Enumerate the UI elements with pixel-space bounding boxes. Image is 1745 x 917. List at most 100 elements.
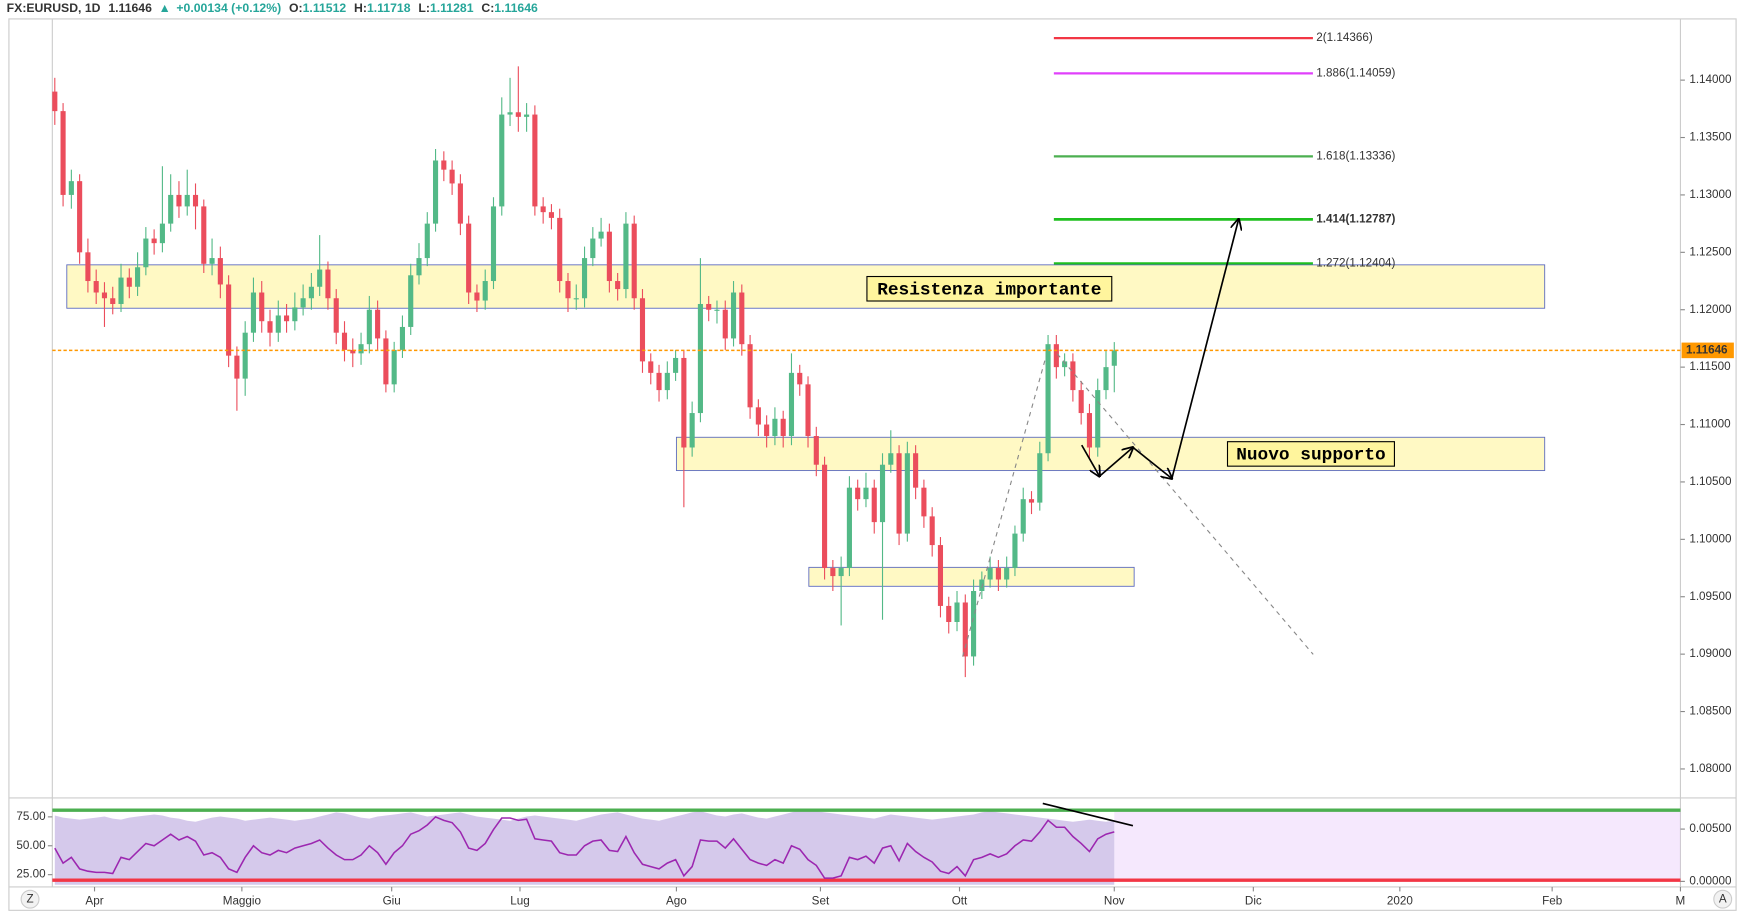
- arrow: [1080, 444, 1100, 476]
- candle-body: [557, 217, 563, 282]
- candle-body: [77, 181, 83, 253]
- x-tick-label: Ago: [666, 894, 687, 907]
- candle-body: [226, 284, 232, 356]
- candle-body: [391, 349, 397, 385]
- x-tick-label: Feb: [1542, 894, 1562, 907]
- candle-body: [383, 338, 389, 385]
- candles: [52, 66, 1681, 678]
- candle-body: [673, 357, 679, 373]
- candle-body: [813, 436, 819, 465]
- h-label: H:: [354, 1, 367, 15]
- candle-body: [474, 292, 480, 301]
- candle-body: [85, 252, 91, 282]
- candle-body: [871, 487, 877, 523]
- y-tick-label: 1.11000: [1689, 418, 1731, 431]
- toolbar-label[interactable]: A: [1719, 892, 1727, 905]
- candle-body: [499, 114, 505, 207]
- indicator-area: [54, 810, 1115, 885]
- candle-body: [697, 303, 703, 414]
- y-tick-label: 1.08000: [1689, 762, 1732, 775]
- toolbar-button[interactable]: [20, 889, 40, 909]
- c-label: C:: [481, 1, 494, 15]
- arrow: [1098, 447, 1133, 477]
- candle-body: [1037, 453, 1043, 503]
- candle-body: [937, 545, 944, 606]
- candle-body: [1095, 390, 1101, 448]
- candle-body: [855, 487, 861, 500]
- candle-body: [242, 332, 248, 379]
- candle-body: [524, 114, 530, 117]
- candle-body: [375, 309, 381, 339]
- candle-body: [118, 277, 124, 304]
- candle-body: [275, 315, 281, 333]
- candle-body: [449, 169, 455, 184]
- candle-body: [797, 372, 803, 385]
- candle-body: [987, 568, 993, 580]
- candle-body: [1053, 344, 1059, 368]
- rsi-background: [1114, 810, 1681, 881]
- candle-body: [201, 206, 207, 264]
- candle-body: [267, 321, 273, 333]
- header: FX:EURUSD, 1D 1.11646 ▲ +0.00134 (+0.12%…: [7, 1, 538, 15]
- o-value: 1.11512: [303, 1, 347, 15]
- x-tick-label: Nov: [1104, 894, 1125, 907]
- rsi-line: [54, 815, 1115, 879]
- candle-body: [93, 281, 99, 293]
- y-tick-label: 1.12500: [1689, 245, 1732, 258]
- y2-tick-label: 0.00500: [1689, 822, 1732, 835]
- candle-body: [308, 286, 314, 299]
- candle-body: [648, 361, 654, 373]
- y-tick-label: 1.09500: [1689, 590, 1732, 603]
- candle-body: [656, 372, 662, 391]
- h-value: 1.11718: [367, 1, 411, 15]
- candle-body: [979, 579, 985, 592]
- toolbar-label[interactable]: Z: [26, 892, 33, 905]
- candle-body: [1004, 568, 1010, 580]
- candle-body: [325, 269, 331, 299]
- trend-line: [962, 355, 1047, 657]
- rsi-tick-label: 50.00: [16, 839, 46, 852]
- candle-body: [706, 303, 712, 310]
- candle-body: [350, 349, 356, 354]
- y-tick-label: 1.09000: [1689, 647, 1732, 660]
- l-value: 1.11281: [430, 1, 474, 15]
- candle-body: [623, 223, 629, 290]
- candle-body: [755, 407, 761, 425]
- candle-body: [838, 568, 844, 577]
- candle-body: [399, 326, 406, 350]
- candle-body: [995, 568, 1001, 580]
- candle-body: [408, 275, 414, 327]
- toolbar-button[interactable]: [1713, 889, 1733, 909]
- rsi-tick-label: 25.00: [16, 868, 46, 881]
- candle-body: [60, 111, 66, 195]
- candle-body: [896, 453, 902, 534]
- candle-body: [68, 181, 74, 195]
- candle-body: [432, 160, 439, 224]
- candle-body: [1012, 533, 1018, 569]
- l-label: L:: [418, 1, 430, 15]
- candle-body: [681, 357, 687, 448]
- candle-body: [921, 487, 927, 517]
- fib-label: 1.272(1.12404): [1316, 256, 1395, 269]
- o-label: O:: [289, 1, 303, 15]
- arrow: [1132, 446, 1172, 478]
- candle-body: [159, 223, 165, 244]
- candle-body: [805, 384, 811, 437]
- fib-label: 1.414(1.12787): [1316, 212, 1395, 225]
- x-tick-label: Ott: [952, 894, 968, 907]
- candle-body: [590, 238, 596, 259]
- candle-body: [192, 194, 199, 207]
- y-tick-label: 1.14000: [1689, 73, 1732, 86]
- zones: Resistenza importante Nuovo supporto 2(1.1…: [66, 31, 1546, 587]
- y-tick-label: 1.13000: [1689, 188, 1732, 201]
- y-tick-label: 1.08500: [1689, 705, 1732, 718]
- y-tick-label: 1.12000: [1689, 303, 1732, 316]
- candle-body: [946, 605, 952, 622]
- candle-body: [722, 309, 728, 339]
- x-tick-label: Apr: [85, 894, 103, 907]
- candle-body: [317, 269, 323, 287]
- candle-body: [1028, 499, 1035, 503]
- candle-body: [416, 258, 422, 276]
- candle-body: [904, 453, 910, 534]
- candle-body: [764, 424, 770, 437]
